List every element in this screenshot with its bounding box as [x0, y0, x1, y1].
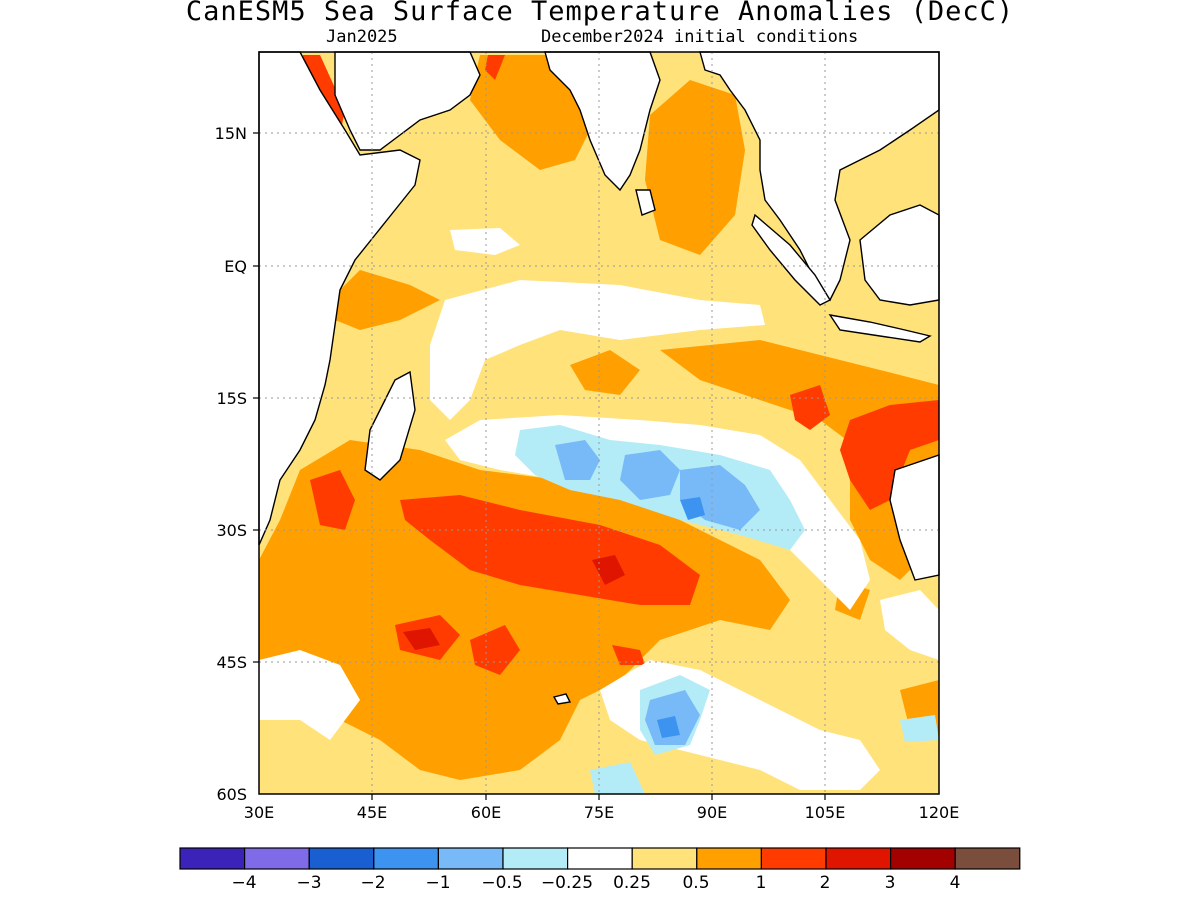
- anomaly-1-2-regions: [300, 55, 939, 675]
- lat-label-15s: 15S: [216, 389, 247, 408]
- longitude-labels: 30E 45E 60E 75E 90E 105E 120E: [244, 803, 960, 822]
- colorbar-label: −0.25: [541, 873, 593, 893]
- colorbar-swatch: [825, 847, 892, 870]
- colorbar-label: 4: [950, 873, 961, 893]
- lon-label-45e: 45E: [357, 803, 387, 822]
- colorbar-swatches: [179, 847, 1021, 870]
- colorbar-label: 3: [885, 873, 896, 893]
- africa-landmass: [258, 51, 421, 546]
- colorbar-swatch: [244, 847, 310, 870]
- arabia-landmass: [334, 51, 481, 151]
- anomaly-minus-1-2-regions: [657, 497, 705, 738]
- colorbar-swatch: [373, 847, 439, 870]
- kerguelen-island: [552, 693, 572, 705]
- colorbar-labels: −4 −3 −2 −1 −0.5 −0.25 0.25 0.5 1 2 3 4: [231, 873, 960, 893]
- colorbar-label: 1: [756, 873, 767, 893]
- india-landmass: [544, 51, 661, 192]
- graticule: [259, 52, 939, 794]
- sumatra-island: [751, 213, 831, 306]
- colorbar-swatch: [696, 847, 762, 870]
- sri-lanka-island: [635, 189, 656, 216]
- lat-label-eq: EQ: [224, 257, 247, 276]
- lon-label-75e: 75E: [584, 803, 614, 822]
- lon-label-30e: 30E: [244, 803, 274, 822]
- colorbar-swatch: [889, 847, 956, 870]
- colorbar-swatch: [760, 847, 827, 870]
- colorbar-label: 0.25: [613, 873, 651, 893]
- colorbar-swatch: [954, 847, 1021, 870]
- lon-label-60e: 60E: [471, 803, 501, 822]
- colorbar-swatch: [566, 847, 633, 870]
- colorbar: −4 −3 −2 −1 −0.5 −0.25 0.25 0.5 1 2 3 4: [179, 847, 1021, 893]
- lon-label-120e: 120E: [919, 803, 960, 822]
- colorbar-label: 0.5: [682, 873, 709, 893]
- java-island: [828, 314, 932, 343]
- colorbar-label: −2: [360, 873, 385, 893]
- colorbar-label: −0.5: [481, 873, 522, 893]
- lat-label-30s: 30S: [216, 521, 247, 540]
- madagascar-island: [364, 370, 416, 481]
- initial-conditions-label: December2024 initial conditions: [541, 27, 859, 47]
- colorbar-label: −1: [425, 873, 450, 893]
- latitude-labels: 15N EQ 15S 30S 45S 60S: [215, 124, 247, 804]
- forecast-month: Jan2025: [326, 27, 398, 47]
- colorbar-swatch: [437, 847, 504, 870]
- colorbar-label: −4: [231, 873, 256, 893]
- lat-label-45s: 45S: [216, 653, 247, 672]
- colorbar-label: −3: [296, 873, 321, 893]
- colorbar-swatch: [502, 847, 569, 870]
- colorbar-swatch: [308, 847, 375, 870]
- lon-label-90e: 90E: [697, 803, 727, 822]
- lon-label-105e: 105E: [805, 803, 846, 822]
- colorbar-label: 2: [820, 873, 831, 893]
- colorbar-swatch: [179, 847, 246, 870]
- axis-ticks: [253, 132, 826, 800]
- lat-label-60s: 60S: [216, 785, 247, 804]
- lat-label-15n: 15N: [215, 124, 247, 143]
- map-title: CanESM5 Sea Surface Temperature Anomalie…: [185, 0, 1015, 27]
- land-masses: [258, 51, 940, 705]
- colorbar-swatch: [631, 847, 698, 870]
